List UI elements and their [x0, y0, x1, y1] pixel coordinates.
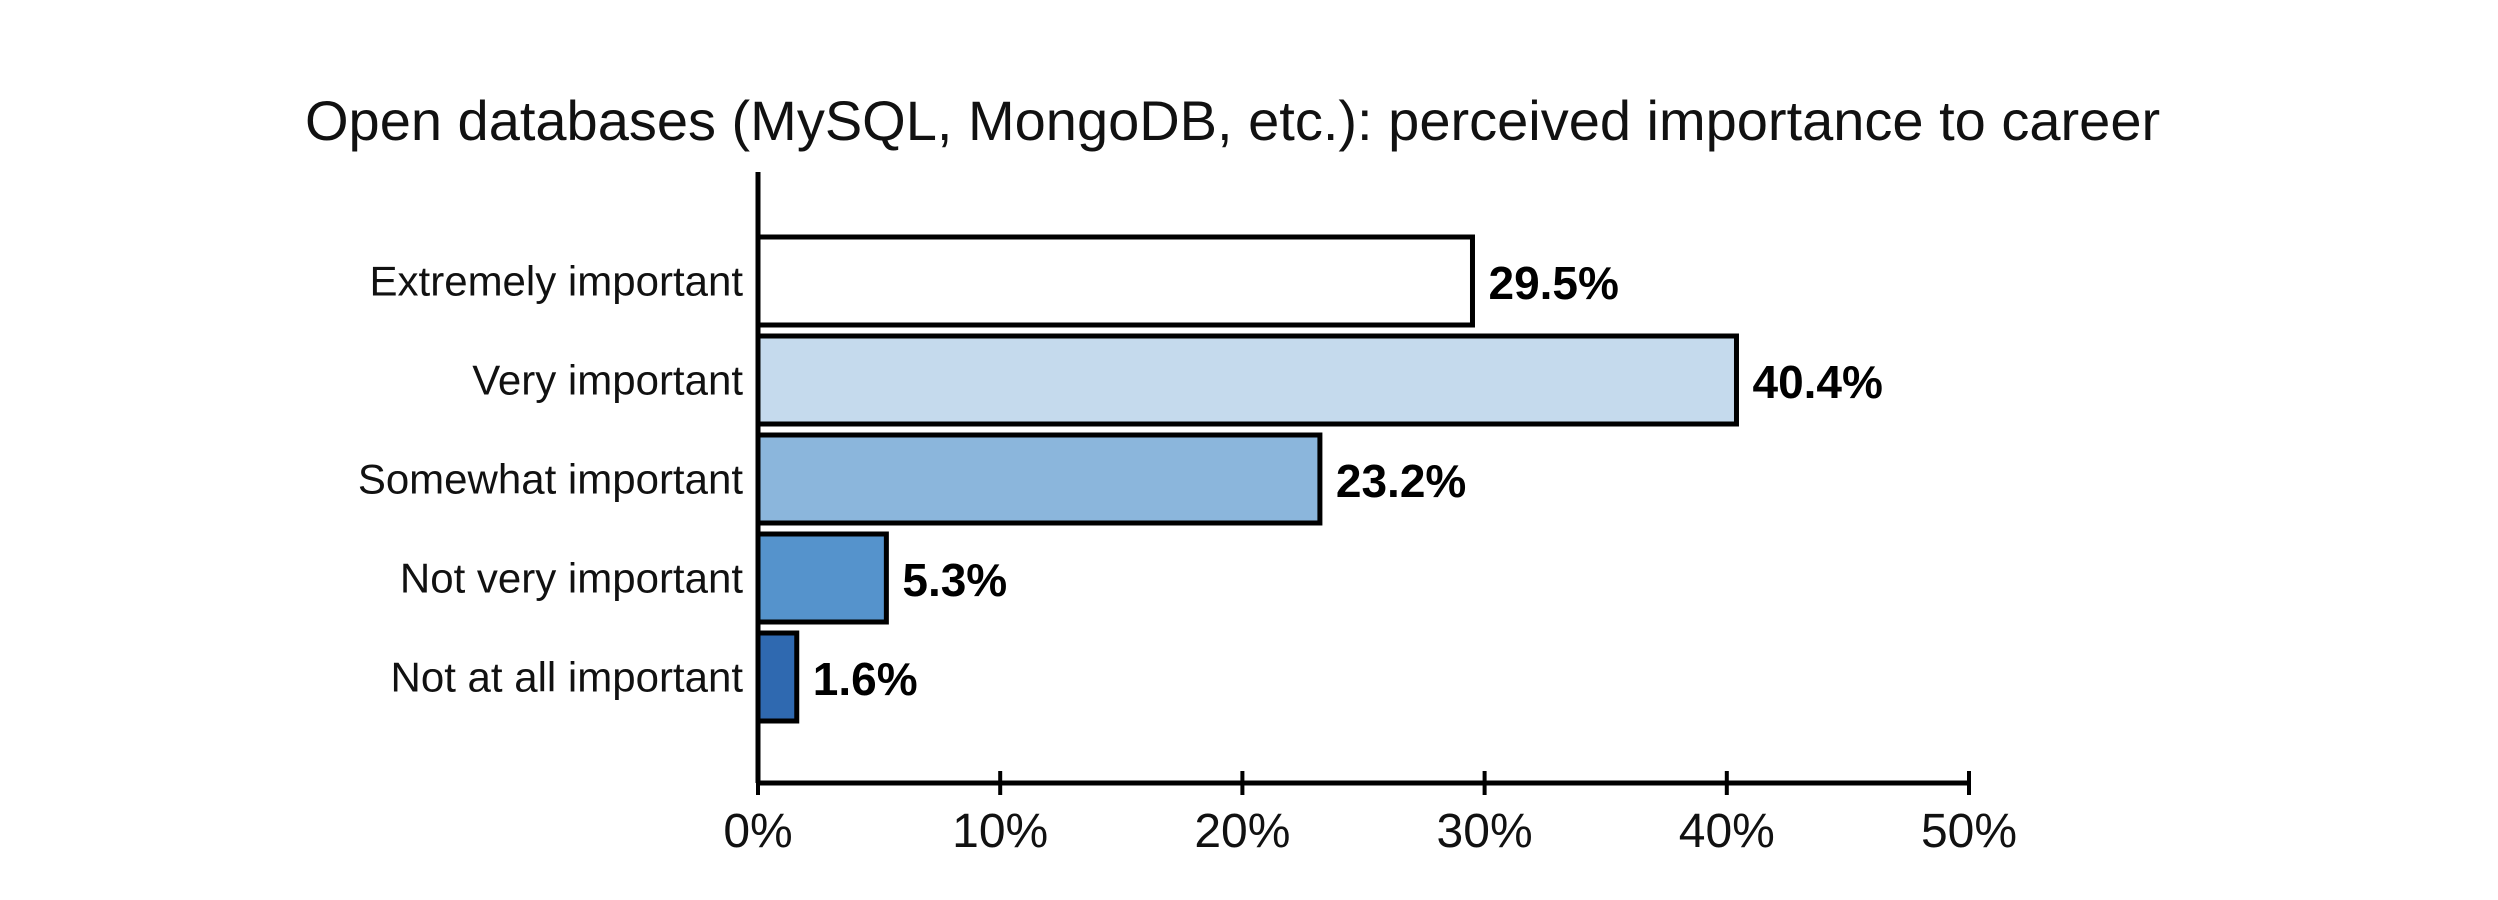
value-label-very-important: 40.4%	[1752, 356, 1882, 408]
value-label-not-very-important: 5.3%	[902, 554, 1007, 606]
x-tick-label-40: 40%	[1679, 805, 1775, 858]
x-tick-label-0: 0%	[723, 805, 792, 858]
x-tick-label-30: 30%	[1437, 805, 1533, 858]
category-label-extremely-important: Extremely important	[370, 258, 744, 305]
bar-somewhat-important	[755, 432, 1323, 526]
value-label-not-at-all-important: 1.6%	[813, 653, 918, 705]
bar-not-at-all-important	[755, 630, 800, 724]
category-label-not-at-all-important: Not at all important	[391, 654, 744, 701]
value-label-extremely-important: 29.5%	[1488, 257, 1618, 309]
bar-very-important	[755, 333, 1739, 427]
chart-title: Open databases (MySQL, MongoDB, etc.): p…	[305, 89, 2160, 152]
category-label-not-very-important: Not very important	[400, 555, 743, 602]
category-label-very-important: Very important	[472, 357, 743, 404]
category-label-somewhat-important: Somewhat important	[358, 456, 744, 503]
bar-not-very-important	[755, 531, 889, 625]
x-tick-label-20: 20%	[1194, 805, 1290, 858]
x-tick-label-50: 50%	[1921, 805, 2017, 858]
bars-group: Extremely important 29.5% Very important 40…	[358, 234, 1883, 724]
x-tick-label-10: 10%	[952, 805, 1048, 858]
axes-group: 0% 10% 20% 30% 40% 50%	[723, 172, 2017, 858]
value-label-somewhat-important: 23.2%	[1336, 455, 1466, 507]
bar-extremely-important	[755, 234, 1475, 328]
